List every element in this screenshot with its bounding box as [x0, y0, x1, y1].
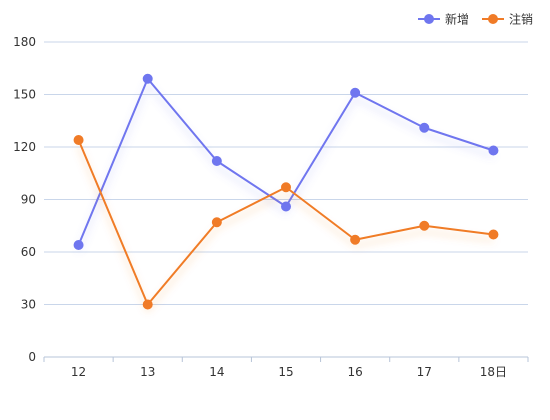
data-point[interactable] — [73, 240, 84, 250]
series-group — [73, 73, 499, 310]
x-tick-label: 13 — [140, 365, 155, 379]
grid-lines — [44, 41, 528, 305]
y-tick-label: 0 — [28, 350, 36, 364]
series-2 — [73, 135, 499, 310]
legend-item-1[interactable]: 新增 — [418, 12, 469, 27]
data-point[interactable] — [281, 201, 291, 212]
data-point[interactable] — [142, 299, 153, 310]
data-point[interactable] — [281, 182, 291, 193]
x-tick-label: 18日 — [480, 365, 507, 379]
y-tick-label: 60 — [21, 245, 36, 259]
y-tick-label: 90 — [21, 193, 36, 207]
x-axis: 12 13 14 15 16 17 18日 — [43, 356, 529, 379]
legend-item-2[interactable]: 注销 — [482, 12, 533, 27]
series-line — [77, 77, 494, 246]
data-point[interactable] — [350, 234, 361, 245]
y-tick-label: 180 — [13, 35, 36, 49]
data-point[interactable] — [488, 229, 499, 240]
y-axis: 0 30 60 90 120 150 180 — [13, 35, 36, 364]
series-line — [77, 139, 494, 306]
data-point[interactable] — [419, 122, 430, 133]
x-tick-label: 15 — [278, 365, 293, 379]
data-point[interactable] — [142, 73, 153, 84]
legend-dot-icon — [424, 14, 434, 24]
y-tick-label: 30 — [21, 298, 36, 312]
series-1 — [73, 73, 499, 250]
legend-dot-icon — [488, 14, 498, 24]
legend-label: 新增 — [445, 12, 469, 27]
data-point[interactable] — [488, 145, 499, 156]
data-point[interactable] — [211, 156, 222, 166]
legend-label: 注销 — [509, 12, 533, 27]
x-tick-label: 16 — [348, 365, 363, 379]
x-tick-label: 17 — [417, 365, 432, 379]
data-point[interactable] — [73, 135, 84, 145]
legend[interactable]: 新增 注销 — [418, 12, 533, 27]
y-tick-label: 120 — [13, 140, 36, 154]
data-point[interactable] — [419, 220, 430, 231]
data-point[interactable] — [350, 87, 361, 98]
data-point[interactable] — [211, 217, 222, 228]
y-tick-label: 150 — [13, 88, 36, 102]
x-tick-label: 14 — [209, 365, 224, 379]
x-tick-label: 12 — [71, 365, 86, 379]
